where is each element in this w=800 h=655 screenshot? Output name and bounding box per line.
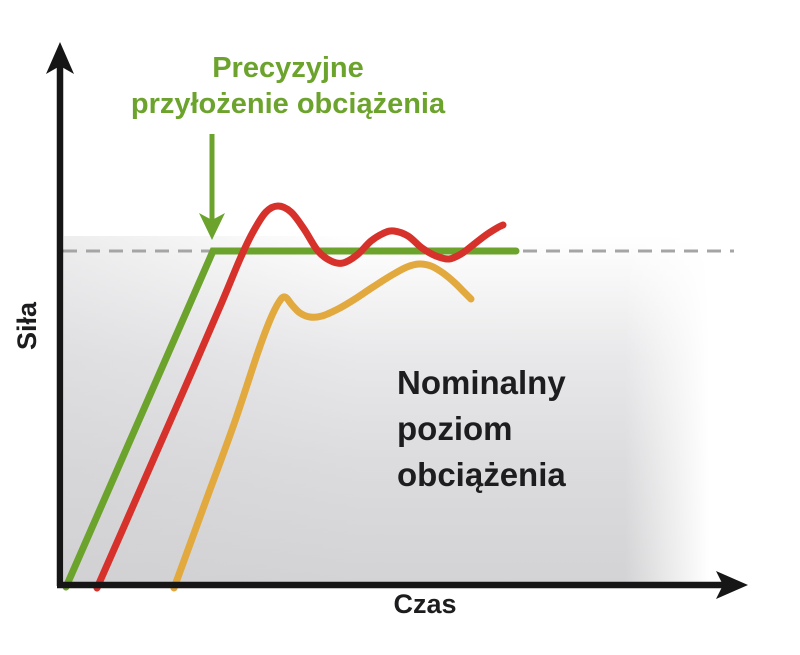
plot-area-shading: [64, 236, 716, 584]
annotation-precise-load-label: Precyzyjne przyłożenie obciążenia: [130, 52, 446, 120]
annotation-arrow-head: [199, 213, 225, 240]
series-red-overshoot: [93, 202, 507, 592]
y-axis-arrowhead: [46, 42, 74, 74]
series-orange-undershoot: [170, 260, 475, 592]
nominal-load-level-label: Nominalny poziom obciążenia: [397, 364, 566, 493]
x-axis-arrowhead: [716, 571, 748, 599]
x-axis-label: Czas: [393, 589, 457, 619]
y-axis-label: Siła: [12, 301, 42, 351]
series-green-precise: [62, 247, 520, 591]
